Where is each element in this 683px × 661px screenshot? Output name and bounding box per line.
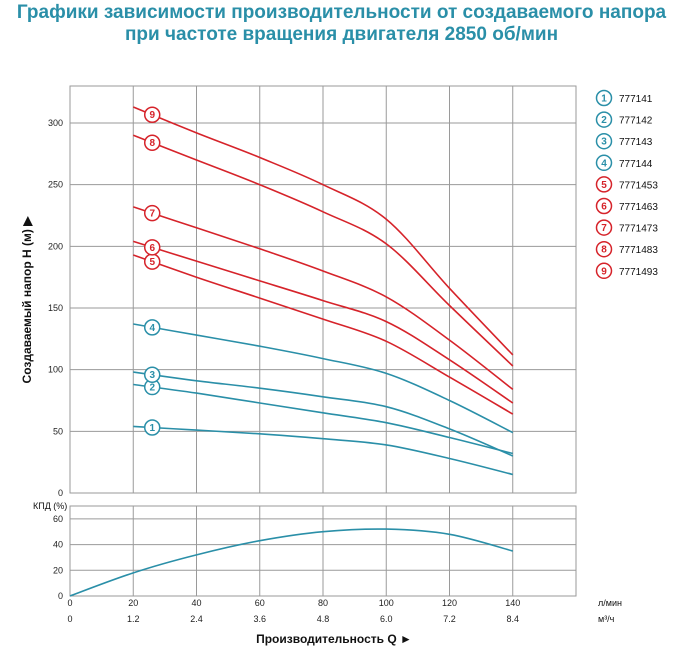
head-tick-label: 250 bbox=[48, 180, 63, 190]
legend-marker-number-8: 8 bbox=[601, 245, 607, 256]
efficiency-chart-series bbox=[69, 528, 514, 597]
head-axis-label: Создаваемый напор Н (м) ▶ bbox=[20, 216, 34, 384]
x-tick-lpm: 40 bbox=[191, 598, 201, 608]
x-tick-m3h: 8.4 bbox=[506, 614, 519, 624]
efficiency-tick-label: 20 bbox=[53, 565, 63, 575]
efficiency-axis-label: КПД (%) bbox=[33, 501, 67, 511]
curve-marker-number-3: 3 bbox=[149, 370, 155, 381]
efficiency-curve bbox=[69, 528, 514, 597]
head-curve-4 bbox=[133, 323, 514, 434]
x-tick-m3h: 6.0 bbox=[380, 614, 393, 624]
legend-label-2: 777142 bbox=[619, 116, 653, 127]
x-tick-m3h: 1.2 bbox=[127, 614, 140, 624]
head-tick-label: 50 bbox=[53, 426, 63, 436]
curve-marker-circle-7 bbox=[143, 204, 161, 222]
legend-label-7: 7771473 bbox=[619, 224, 658, 235]
legend-marker-number-1: 1 bbox=[601, 94, 607, 105]
legend-label-5: 7771453 bbox=[619, 180, 658, 191]
legend-marker-circle-1 bbox=[595, 89, 613, 107]
legend-marker-number-3: 3 bbox=[601, 137, 607, 148]
efficiency-tick-label: 60 bbox=[53, 514, 63, 524]
curve-marker-circle-1 bbox=[143, 419, 161, 436]
efficiency-chart-grid bbox=[69, 505, 577, 597]
head-axis-ticks: 0 50 100 150 200 250 300 bbox=[48, 118, 63, 498]
chart-title-line-2: при частоте вращения двигателя 2850 об/м… bbox=[124, 24, 559, 45]
head-tick-label: 150 bbox=[48, 303, 63, 313]
legend-label-4: 777144 bbox=[619, 159, 653, 170]
legend-marker-number-2: 2 bbox=[601, 115, 607, 126]
curve-marker-number-1: 1 bbox=[149, 423, 155, 434]
legend-marker-number-5: 5 bbox=[601, 180, 607, 191]
legend-marker-circle-3 bbox=[595, 132, 613, 150]
head-curve-5 bbox=[133, 254, 514, 415]
legend-marker-circle-2 bbox=[595, 111, 613, 128]
legend-label-1: 777141 bbox=[619, 94, 653, 105]
legend-marker-number-4: 4 bbox=[601, 158, 607, 169]
x-tick-lpm: 100 bbox=[379, 598, 394, 608]
x-tick-lpm: 20 bbox=[128, 598, 138, 608]
head-curve-2 bbox=[133, 383, 513, 455]
curve-marker-circle-4 bbox=[143, 319, 161, 336]
head-tick-label: 300 bbox=[48, 118, 63, 128]
x-axis-ticks-m3h: 0 1.2 2.4 3.6 4.8 6.0 7.2 8.4 bbox=[67, 614, 519, 624]
chart-title-line-1: Графики зависимости производительности о… bbox=[16, 2, 667, 23]
curve-marker-number-7: 7 bbox=[149, 209, 155, 220]
legend-marker-circle-6 bbox=[595, 197, 613, 215]
head-curve-6 bbox=[133, 240, 514, 404]
x-tick-m3h: 4.8 bbox=[317, 614, 330, 624]
legend-marker-number-6: 6 bbox=[601, 202, 607, 213]
head-curve-9 bbox=[132, 106, 514, 356]
head-curve-8 bbox=[133, 134, 514, 367]
head-tick-label: 100 bbox=[48, 365, 63, 375]
x-axis-label: Производительность Q ► bbox=[256, 632, 412, 646]
efficiency-axis-ticks: 0 20 40 60 bbox=[53, 514, 63, 601]
x-axis-ticks-lpm: 0 20 40 60 80 100 120 140 bbox=[67, 598, 520, 608]
legend-label-9: 7771493 bbox=[619, 267, 658, 278]
x-tick-m3h: 0 bbox=[67, 614, 72, 624]
head-tick-label: 0 bbox=[58, 488, 63, 498]
efficiency-tick-label: 0 bbox=[58, 591, 63, 601]
curve-marker-number-4: 4 bbox=[149, 323, 155, 334]
x-unit-lpm-label: л/мин bbox=[598, 598, 622, 608]
curve-marker-circle-3 bbox=[143, 366, 161, 383]
x-tick-m3h: 3.6 bbox=[253, 614, 266, 624]
x-tick-lpm: 60 bbox=[255, 598, 265, 608]
legend-marker-circle-9 bbox=[595, 262, 613, 280]
legend-marker-number-9: 9 bbox=[601, 266, 607, 277]
head-tick-label: 200 bbox=[48, 241, 63, 251]
x-tick-m3h: 2.4 bbox=[190, 614, 203, 624]
head-curve-1 bbox=[133, 425, 513, 476]
curve-marker-circle-6 bbox=[143, 239, 161, 256]
curve-marker-number-2: 2 bbox=[149, 383, 155, 394]
x-tick-lpm: 0 bbox=[67, 598, 72, 608]
curve-marker-circle-9 bbox=[143, 106, 161, 123]
legend-marker-circle-8 bbox=[595, 240, 613, 258]
head-curve-7 bbox=[133, 206, 514, 391]
legend-marker-circle-4 bbox=[595, 154, 613, 172]
legend-label-8: 7771483 bbox=[619, 245, 658, 256]
head-chart-series bbox=[132, 106, 514, 476]
x-tick-m3h: 7.2 bbox=[443, 614, 456, 624]
x-unit-m3h-label: м³/ч bbox=[598, 614, 615, 624]
x-tick-lpm: 80 bbox=[318, 598, 328, 608]
curve-marker-number-6: 6 bbox=[149, 243, 155, 254]
curve-marker-circle-8 bbox=[143, 134, 161, 151]
x-tick-lpm: 140 bbox=[505, 598, 520, 608]
head-curve-3 bbox=[133, 371, 514, 457]
head-chart-curve-markers: 1 2 3 4 5 6 7 8 9 bbox=[143, 106, 161, 436]
efficiency-tick-label: 40 bbox=[53, 540, 63, 550]
curve-marker-number-5: 5 bbox=[149, 257, 155, 268]
curve-marker-number-8: 8 bbox=[149, 138, 155, 149]
legend-label-3: 777143 bbox=[619, 137, 653, 148]
legend-marker-number-7: 7 bbox=[601, 223, 607, 234]
legend-label-6: 7771463 bbox=[619, 202, 658, 213]
legend-marker-circle-5 bbox=[595, 176, 613, 193]
curve-marker-number-9: 9 bbox=[149, 110, 155, 121]
x-tick-lpm: 120 bbox=[442, 598, 457, 608]
legend-marker-circle-7 bbox=[595, 219, 613, 236]
